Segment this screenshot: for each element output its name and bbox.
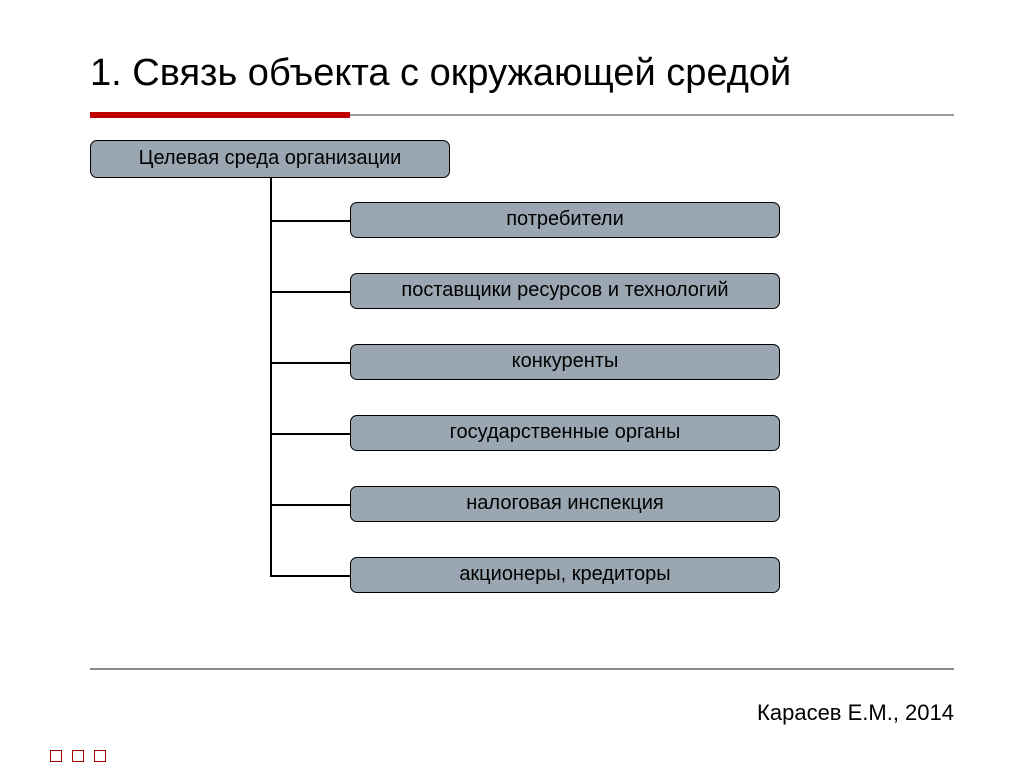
child-node-label: акционеры, кредиторы bbox=[459, 563, 670, 586]
title-underline bbox=[90, 112, 954, 118]
child-node-label: конкуренты bbox=[512, 350, 619, 373]
child-node: конкуренты bbox=[350, 344, 780, 380]
connector-branch bbox=[270, 362, 350, 364]
child-node: государственные органы bbox=[350, 415, 780, 451]
root-node: Целевая среда организации bbox=[90, 140, 450, 178]
connector-branch bbox=[270, 291, 350, 293]
child-node-label: государственные органы bbox=[450, 421, 681, 444]
child-node-label: поставщики ресурсов и технологий bbox=[401, 279, 728, 302]
connector-branch bbox=[270, 220, 350, 222]
child-node-label: налоговая инспекция bbox=[466, 492, 663, 515]
connector-branch bbox=[270, 433, 350, 435]
footer-divider bbox=[90, 668, 954, 670]
org-tree-diagram: Целевая среда организации потребители пос… bbox=[90, 140, 910, 590]
underline-gray-line bbox=[350, 114, 954, 116]
slide-title: 1. Связь объекта с окружающей средой bbox=[90, 50, 954, 98]
root-node-label: Целевая среда организации bbox=[139, 147, 402, 170]
child-node-label: потребители bbox=[506, 208, 624, 231]
child-node: потребители bbox=[350, 202, 780, 238]
decor-square-icon bbox=[72, 750, 84, 762]
child-node: налоговая инспекция bbox=[350, 486, 780, 522]
decor-square-icon bbox=[94, 750, 106, 762]
connector-trunk bbox=[270, 178, 272, 575]
connector-branch bbox=[270, 575, 350, 577]
footer-author: Карасев Е.М., 2014 bbox=[757, 700, 954, 726]
slide: 1. Связь объекта с окружающей средой Цел… bbox=[0, 0, 1024, 768]
child-node: поставщики ресурсов и технологий bbox=[350, 273, 780, 309]
decor-square-icon bbox=[50, 750, 62, 762]
child-node: акционеры, кредиторы bbox=[350, 557, 780, 593]
connector-branch bbox=[270, 504, 350, 506]
underline-red-bar bbox=[90, 112, 350, 118]
